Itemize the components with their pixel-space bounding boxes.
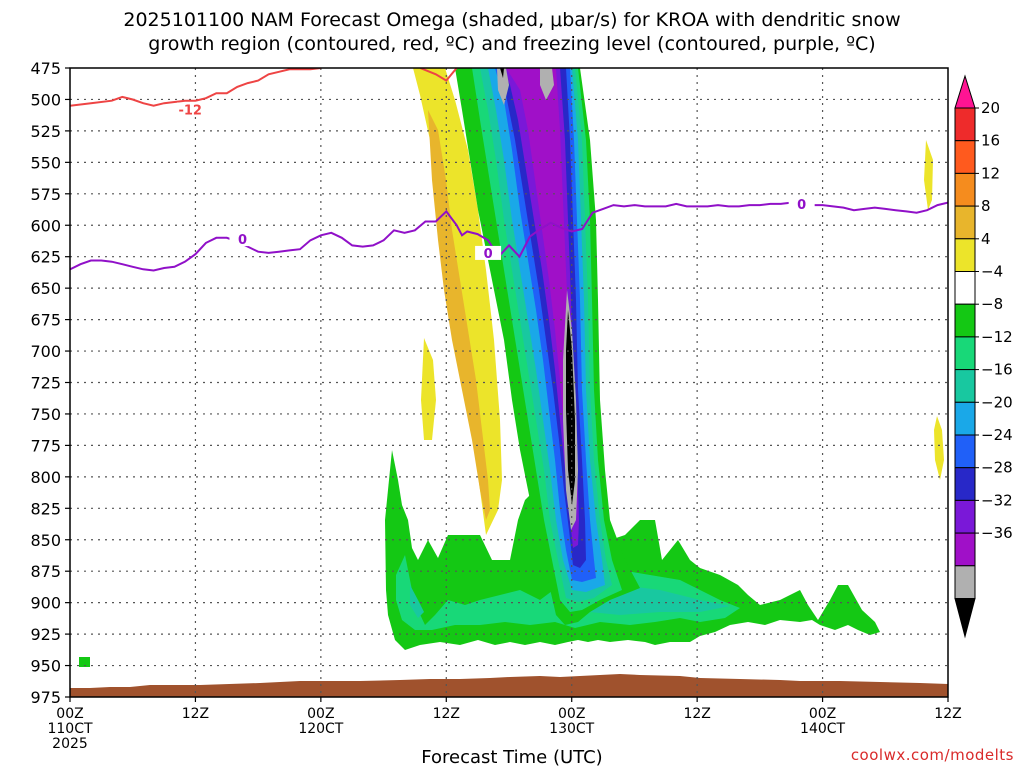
colorbar-segment xyxy=(954,271,976,305)
pressure-axis: 475 500 525 550 575 600 625 650 675 700 725 750 775 8… xyxy=(30,59,70,707)
x-tick-label: 00Z xyxy=(809,706,836,722)
y-tick-label: 525 xyxy=(30,122,61,141)
temperature-contours: -12 0 0 0 xyxy=(70,68,948,272)
y-tick-label: 775 xyxy=(30,436,61,455)
colorbar-segment xyxy=(954,172,976,207)
colorbar-segment xyxy=(954,499,976,534)
chart-title-line-1: 2025101100 NAM Forecast Omega (shaded, μ… xyxy=(123,9,901,31)
contour-label: 0 xyxy=(238,233,247,248)
x-tick-label: 130CT xyxy=(549,721,594,737)
x-tick-label: 120CT xyxy=(298,721,343,737)
y-tick-label: 825 xyxy=(30,499,61,518)
omega-region xyxy=(79,657,90,667)
colorbar-label: 12 xyxy=(981,164,1000,182)
colorbar-label: 20 xyxy=(981,99,1000,117)
colorbar-segment xyxy=(954,434,976,469)
omega-region xyxy=(566,310,575,505)
y-tick-label: 500 xyxy=(30,90,61,109)
omega-shaded-field xyxy=(70,68,948,697)
colorbar-label: 4 xyxy=(981,230,991,248)
colorbar-label: −12 xyxy=(981,328,1013,346)
contour-label-bg xyxy=(229,232,256,247)
colorbar-segment xyxy=(954,565,976,599)
y-tick-label: 550 xyxy=(30,153,61,172)
colorbar-segment xyxy=(954,532,976,567)
colorbar-segment xyxy=(954,369,976,403)
colorbar-segment xyxy=(954,401,976,436)
colorbar-segment xyxy=(954,140,976,174)
colorbar-label: 8 xyxy=(981,197,991,215)
y-tick-label: 900 xyxy=(30,594,61,613)
colorbar-label: −8 xyxy=(981,295,1003,313)
omega-region xyxy=(410,585,424,618)
y-tick-label: 925 xyxy=(30,625,61,644)
omega-region xyxy=(540,68,554,100)
omega-region xyxy=(506,68,575,525)
terrain-surface xyxy=(70,674,948,697)
x-tick-label: 110CT xyxy=(47,721,92,737)
colorbar-label: −24 xyxy=(981,426,1013,444)
x-tick-label: 12Z xyxy=(683,706,710,722)
y-tick-label: 700 xyxy=(30,342,61,361)
colorbar-label: −32 xyxy=(981,491,1013,509)
colorbar-arrow-bottom xyxy=(954,598,976,639)
x-tick-label: 00Z xyxy=(307,706,334,722)
y-tick-label: 800 xyxy=(30,468,61,487)
x-tick-label: 12Z xyxy=(182,706,209,722)
colorbar-segment xyxy=(954,336,976,371)
x-tick-label: 00Z xyxy=(56,706,83,722)
y-tick-label: 850 xyxy=(30,531,61,550)
colorbar-label: 16 xyxy=(981,132,1000,150)
x-tick-label: 00Z xyxy=(558,706,585,722)
colorbar-label: −16 xyxy=(981,361,1013,379)
y-tick-label: 975 xyxy=(30,688,61,707)
omega-region xyxy=(497,68,509,105)
colorbar-arrow-top xyxy=(954,74,976,109)
colorbar-segment xyxy=(954,303,976,338)
y-tick-label: 750 xyxy=(30,405,61,424)
contour-label-bg xyxy=(475,245,502,260)
y-tick-label: 675 xyxy=(30,311,61,330)
colorbar-label: −20 xyxy=(981,393,1013,411)
colorbar-label: −36 xyxy=(981,524,1013,542)
colorbar-label: −4 xyxy=(981,263,1003,281)
x-tick-label: 12Z xyxy=(433,706,460,722)
chart-title-line-2: growth region (contoured, red, ºC) and f… xyxy=(148,33,876,55)
colorbar: 20 16 12 8 4 −4 −8 −12 −16 −20 −24 −28 −32 −36 xyxy=(954,74,1013,639)
y-tick-label: 600 xyxy=(30,216,61,235)
contour-label-bg xyxy=(177,102,204,117)
y-tick-label: 725 xyxy=(30,374,61,393)
credit-link[interactable]: coolwx.com/modelts xyxy=(850,746,1014,764)
y-tick-label: 650 xyxy=(30,279,61,298)
omega-region xyxy=(421,338,436,440)
omega-region xyxy=(934,416,944,480)
y-tick-label: 575 xyxy=(30,185,61,204)
contour-label: -12 xyxy=(178,104,202,119)
x-tick-label: 2025 xyxy=(52,736,88,752)
y-tick-label: 875 xyxy=(30,562,61,581)
colorbar-segment xyxy=(954,238,976,273)
contour-label: 0 xyxy=(484,247,493,262)
y-tick-label: 475 xyxy=(30,59,61,78)
colorbar-segment xyxy=(954,467,976,501)
x-tick-label: 12Z xyxy=(934,706,961,722)
y-tick-label: 625 xyxy=(30,248,61,267)
x-tick-label: 140CT xyxy=(800,721,845,737)
omega-region xyxy=(428,110,490,520)
contour-line xyxy=(70,68,322,107)
omega-region xyxy=(924,140,933,210)
contour-label: 0 xyxy=(797,198,806,213)
x-axis-label: Forecast Time (UTC) xyxy=(421,747,603,768)
colorbar-segment xyxy=(954,107,976,142)
contour-label-bg xyxy=(788,196,815,211)
colorbar-label: −28 xyxy=(981,459,1013,477)
colorbar-segment xyxy=(954,205,976,240)
omega-region xyxy=(500,68,504,78)
contour-line xyxy=(419,68,458,82)
y-tick-label: 950 xyxy=(30,657,61,676)
